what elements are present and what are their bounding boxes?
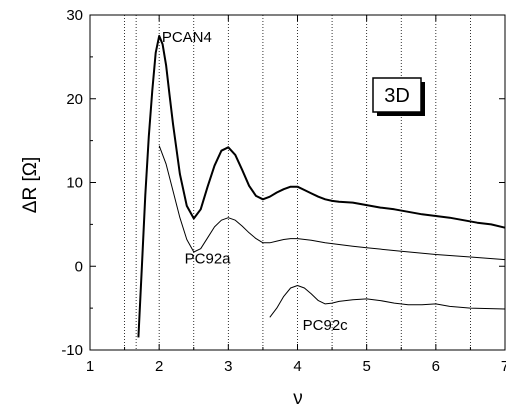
annotation-box: 3D xyxy=(372,77,425,116)
series-line-pc92a xyxy=(158,145,506,261)
x-axis-title: ν xyxy=(293,388,303,409)
series-label-pc92a: PC92a xyxy=(185,251,232,268)
y-tick-label: 0 xyxy=(75,258,83,275)
x-tick-label: 1 xyxy=(86,358,94,375)
x-tick-label: 7 xyxy=(501,358,506,375)
plot-frame xyxy=(89,14,506,351)
series-line-pc92c xyxy=(269,285,506,318)
series-layer xyxy=(137,34,506,338)
x-tick-label: 2 xyxy=(155,358,163,375)
vertical-dotted-lines xyxy=(124,15,471,350)
series-labels: PCAN4 PC92a PC92c xyxy=(162,29,348,334)
y-tick-label: 10 xyxy=(66,175,83,192)
x-tick-label: 5 xyxy=(362,358,370,375)
y-tick-label: 20 xyxy=(66,91,83,108)
annotation-box-face xyxy=(372,77,422,113)
series-label-pc92c: PC92c xyxy=(303,317,349,334)
x-tick-label: 4 xyxy=(293,358,301,375)
annotation-box-text: 3D xyxy=(384,85,410,107)
y-axis-title: ΔR [Ω] xyxy=(20,157,41,213)
y-tick-label: 30 xyxy=(66,7,83,24)
y-tick-label: -10 xyxy=(61,342,83,359)
x-tick-label: 3 xyxy=(224,358,232,375)
series-label-pcan4: PCAN4 xyxy=(162,29,212,46)
x-tick-label: 6 xyxy=(432,358,440,375)
axis-ticks: 1 2 3 4 5 6 7 -10 0 10 20 30 xyxy=(61,7,506,375)
series-line-pcan4 xyxy=(137,34,506,338)
